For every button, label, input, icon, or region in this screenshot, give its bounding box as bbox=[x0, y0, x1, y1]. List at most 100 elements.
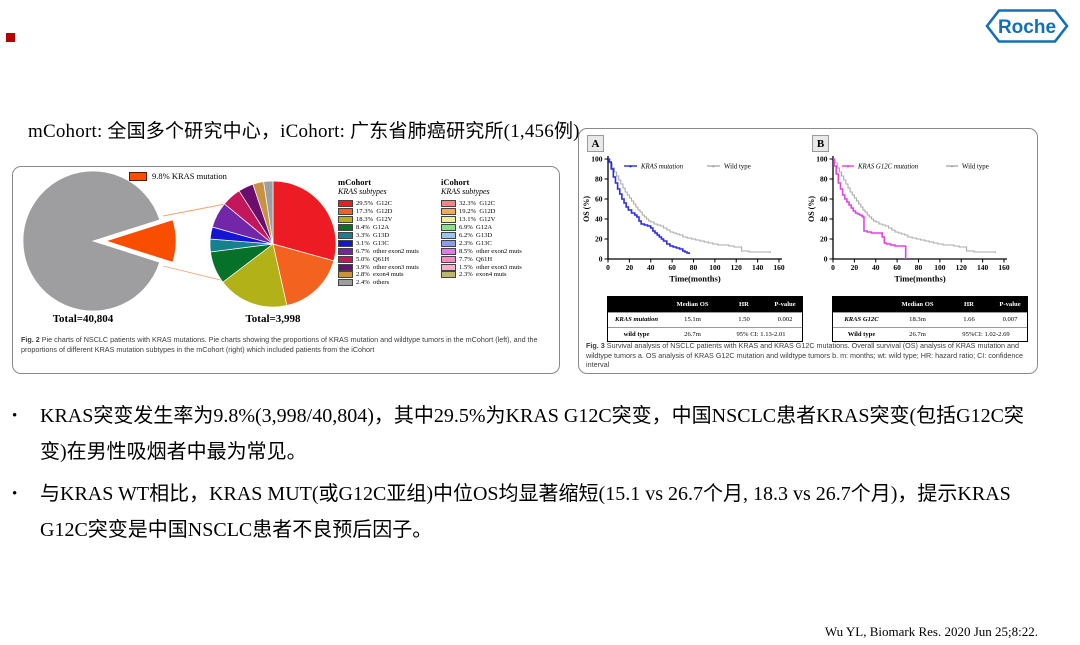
svg-text:Wild type: Wild type bbox=[962, 164, 989, 171]
svg-text:Wild type: Wild type bbox=[724, 164, 751, 171]
legend-swatch-icon bbox=[338, 232, 353, 239]
svg-text:40: 40 bbox=[595, 215, 603, 224]
legend-item-label: 2.4% others bbox=[356, 279, 390, 287]
figure3-caption-text: Survival analysis of NSCLC patients with… bbox=[586, 341, 1024, 370]
figure3-caption-label: Fig. 3 bbox=[586, 341, 605, 350]
svg-text:80: 80 bbox=[820, 175, 828, 184]
legend-item: 5.0% Q61H bbox=[338, 255, 438, 263]
svg-text:140: 140 bbox=[752, 263, 764, 272]
svg-text:0: 0 bbox=[824, 255, 828, 264]
km-table-header: HR bbox=[720, 297, 768, 312]
legend-item: 2.8% exon4 muts bbox=[338, 271, 438, 279]
svg-text:60: 60 bbox=[820, 195, 828, 204]
figure3-caption: Fig. 3 Survival analysis of NSCLC patien… bbox=[586, 341, 1030, 370]
km-table-cell: 26.7m bbox=[665, 326, 720, 342]
mcohort-subheader: KRAS subtypes bbox=[338, 187, 387, 196]
legend-item-label: 6.7% other exon2 muts bbox=[356, 247, 419, 255]
bullet-list: • KRAS突变发生率为9.8%(3,998/40,804)，其中29.5%为K… bbox=[10, 398, 1040, 554]
legend-swatch-icon bbox=[338, 208, 353, 216]
km-table-header: P-value bbox=[768, 297, 802, 312]
svg-text:100: 100 bbox=[934, 263, 946, 272]
km-table-cell: 18.3m bbox=[890, 312, 945, 327]
legend-item-label: 13.1% G12V bbox=[459, 216, 496, 224]
legend-swatch-icon bbox=[338, 239, 353, 247]
km-plot-b: 0 20 40 60 80 100 120 140 160 0 20 40 60 80 100 Time(mo… bbox=[807, 155, 1010, 284]
legend-item-label: 29.5% G12C bbox=[356, 200, 393, 208]
km-table-a: Median OS HR P-value KRAS mutation 15.1m 1.50… bbox=[607, 296, 803, 342]
svg-text:0: 0 bbox=[599, 255, 603, 264]
svg-text:100: 100 bbox=[816, 155, 828, 164]
legend-item: 7.7% Q61H bbox=[441, 255, 553, 263]
bullet-text: KRAS突变发生率为9.8%(3,998/40,804)，其中29.5%为KRA… bbox=[40, 405, 1024, 463]
total-left: Total=40,804 bbox=[52, 313, 114, 325]
legend-item-label: 2.8% exon4 muts bbox=[356, 271, 404, 279]
km-plot-a: 0 20 40 60 80 100 120 140 160 0 20 40 60 80 100 Time(mo… bbox=[582, 155, 785, 284]
total-right: Total=3,998 bbox=[245, 313, 301, 325]
km-table-header: P-value bbox=[993, 297, 1027, 312]
legend-item-label: 18.3% G12V bbox=[356, 216, 393, 224]
km-table-cell: 1.66 bbox=[945, 312, 993, 327]
legend-swatch-icon bbox=[338, 200, 353, 208]
kras-mutation-rate-legend: 9.8% KRAS mutation bbox=[129, 171, 227, 181]
legend-item: 6.2% G13D bbox=[441, 232, 553, 240]
legend-item-label: 32.3% G12C bbox=[459, 200, 496, 208]
legend-item: 3.9% other exon3 muts bbox=[338, 263, 438, 271]
legend-item-label: 17.3% G12D bbox=[356, 208, 393, 216]
svg-text:Time(months): Time(months) bbox=[669, 274, 720, 284]
legend-item: 18.3% G12V bbox=[338, 216, 438, 224]
legend-swatch-icon bbox=[441, 239, 456, 247]
km-table-cell: 95% CI: 1.13-2.01 bbox=[720, 326, 802, 342]
legend-item: 6.9% G12A bbox=[441, 224, 553, 232]
km-table-cell: 15.1m bbox=[665, 312, 720, 327]
legend-item-label: 3.9% other exon3 muts bbox=[356, 263, 419, 271]
legend-item-label: 6.9% G12A bbox=[459, 224, 493, 232]
bullet-item: • KRAS突变发生率为9.8%(3,998/40,804)，其中29.5%为K… bbox=[10, 398, 1040, 470]
figure2-caption-label: Fig. 2 bbox=[21, 335, 40, 344]
svg-text:+: + bbox=[950, 165, 954, 171]
svg-text:+: + bbox=[846, 165, 850, 171]
svg-text:100: 100 bbox=[591, 155, 603, 164]
svg-text:+: + bbox=[629, 165, 633, 171]
legend-label: 9.8% KRAS mutation bbox=[152, 171, 227, 181]
svg-text:OS (%): OS (%) bbox=[582, 196, 591, 222]
km-table-cell: wild type bbox=[608, 326, 665, 342]
km-table-cell: 1.50 bbox=[720, 312, 768, 327]
mcohort-header: mCohort bbox=[338, 177, 372, 187]
km-table-cell: 26.7m bbox=[890, 326, 945, 342]
legend-swatch-icon bbox=[338, 279, 353, 287]
icohort-header: iCohort bbox=[441, 177, 470, 187]
legend-item-label: 1.5% other exon3 muts bbox=[459, 263, 522, 271]
legend-item-label: 2.3% exon4 muts bbox=[459, 271, 507, 279]
slide-title: mCohort: 全国多个研究中心，iCohort: 广东省肺癌研究所(1,45… bbox=[28, 121, 580, 142]
legend-swatch-icon bbox=[441, 216, 456, 224]
legend-swatch-icon bbox=[441, 263, 456, 271]
legend-swatch-icon bbox=[338, 255, 353, 263]
km-table-header bbox=[608, 297, 665, 312]
legend-swatch-icon bbox=[441, 208, 456, 216]
figure2-caption-text: Pie charts of NSCLC patients with KRAS m… bbox=[21, 335, 538, 354]
legend-swatch-icon bbox=[129, 171, 147, 181]
legend-item: 8.4% G12A bbox=[338, 224, 438, 232]
legend-item-label: 8.4% G12A bbox=[356, 224, 390, 232]
km-table-header: Median OS bbox=[665, 297, 720, 312]
svg-text:100: 100 bbox=[709, 263, 721, 272]
legend-item: 17.3% G12D bbox=[338, 208, 438, 216]
figure2-caption: Fig. 2 Pie charts of NSCLC patients with… bbox=[21, 335, 553, 354]
km-table-cell: KRAS mutation bbox=[608, 312, 665, 327]
legend-item-label: 8.5% other exon2 muts bbox=[459, 247, 522, 255]
bullet-text: 与KRAS WT相比，KRAS MUT(或G12C亚组)中位OS均显著缩短(15… bbox=[40, 483, 1011, 541]
icohort-subheader: KRAS subtypes bbox=[441, 187, 490, 196]
legend-item: 13.1% G12V bbox=[441, 216, 553, 224]
svg-text:40: 40 bbox=[872, 263, 880, 272]
legend-item: 29.5% G12C bbox=[338, 200, 438, 208]
legend-swatch-icon bbox=[441, 224, 456, 232]
svg-text:20: 20 bbox=[851, 263, 859, 272]
roche-logo-text: Roche bbox=[998, 17, 1056, 38]
svg-text:60: 60 bbox=[668, 263, 676, 272]
legend-item-label: 3.3% G13D bbox=[356, 232, 390, 239]
legend-swatch-icon bbox=[441, 232, 456, 239]
svg-text:Time(months): Time(months) bbox=[894, 274, 945, 284]
icohort-legend-rows: 32.3% G12C 19.2% G12D 13.1% G12V 6.9% G12A 6… bbox=[441, 200, 553, 279]
bullet-icon: • bbox=[12, 486, 18, 502]
